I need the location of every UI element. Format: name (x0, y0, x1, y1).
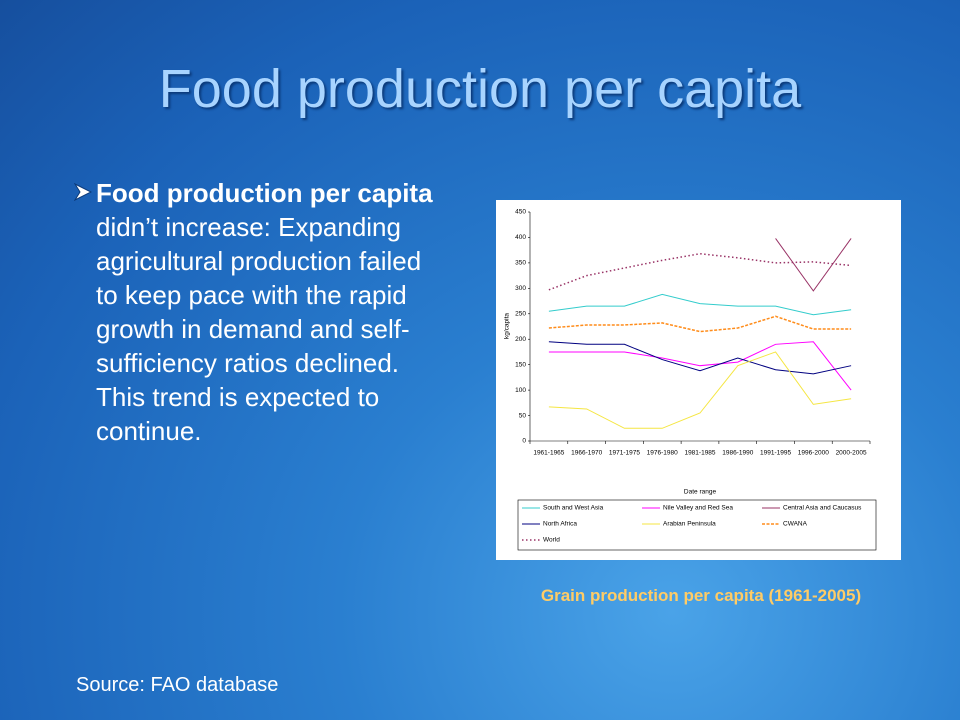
legend-label: South and West Asia (543, 505, 604, 512)
y-tick-label: 300 (515, 285, 526, 292)
series-line (548, 341, 852, 375)
y-axis-label: kg/capita (504, 313, 511, 339)
x-tick-label: 1966-1970 (571, 450, 602, 457)
x-tick-label: 1961-1965 (533, 450, 564, 457)
bullet-body: didn’t increase: Expanding agricultural … (96, 212, 422, 446)
y-tick-label: 150 (515, 361, 526, 368)
y-tick-label: 200 (515, 336, 526, 343)
x-tick-label: 2000-2005 (836, 450, 867, 457)
y-tick-label: 400 (515, 234, 526, 241)
series-line (548, 252, 852, 291)
legend-label: CWANA (783, 521, 808, 528)
y-tick-label: 450 (515, 209, 526, 216)
chart-caption: Grain production per capita (1961-2005) (540, 586, 862, 605)
x-tick-label: 1986-1990 (722, 450, 753, 457)
bullet-text: Food production per capita didn’t increa… (96, 176, 436, 448)
y-tick-label: 50 (519, 412, 527, 419)
source-note: Source: FAO database (76, 674, 279, 696)
y-tick-label: 100 (515, 387, 526, 394)
x-tick-label: 1991-1995 (760, 450, 791, 457)
series-line (548, 293, 852, 316)
series-line (548, 351, 852, 429)
series-line (775, 238, 852, 292)
bullet-arrow (74, 183, 92, 201)
series-line (548, 341, 852, 391)
legend-label: North Africa (543, 521, 577, 528)
x-tick-label: 1971-1975 (609, 450, 640, 457)
legend-label: Central Asia and Caucasus (783, 505, 862, 512)
legend-label: World (543, 537, 560, 544)
x-tick-label: 1976-1980 (647, 450, 678, 457)
x-tick-label: 1996-2000 (798, 450, 829, 457)
legend-label: Arabian Peninsula (663, 521, 716, 528)
series-line (548, 315, 852, 333)
legend-label: Nile Valley and Red Sea (663, 505, 733, 512)
x-axis-label: Date range (684, 489, 717, 496)
x-tick-label: 1981-1985 (684, 450, 715, 457)
legend-box (517, 499, 877, 551)
y-tick-label: 0 (522, 438, 526, 445)
bullet-bold: Food production per capita (96, 178, 433, 208)
y-tick-label: 250 (515, 310, 526, 317)
slide-title: Food production per capita (158, 59, 802, 119)
y-tick-label: 350 (515, 260, 526, 267)
